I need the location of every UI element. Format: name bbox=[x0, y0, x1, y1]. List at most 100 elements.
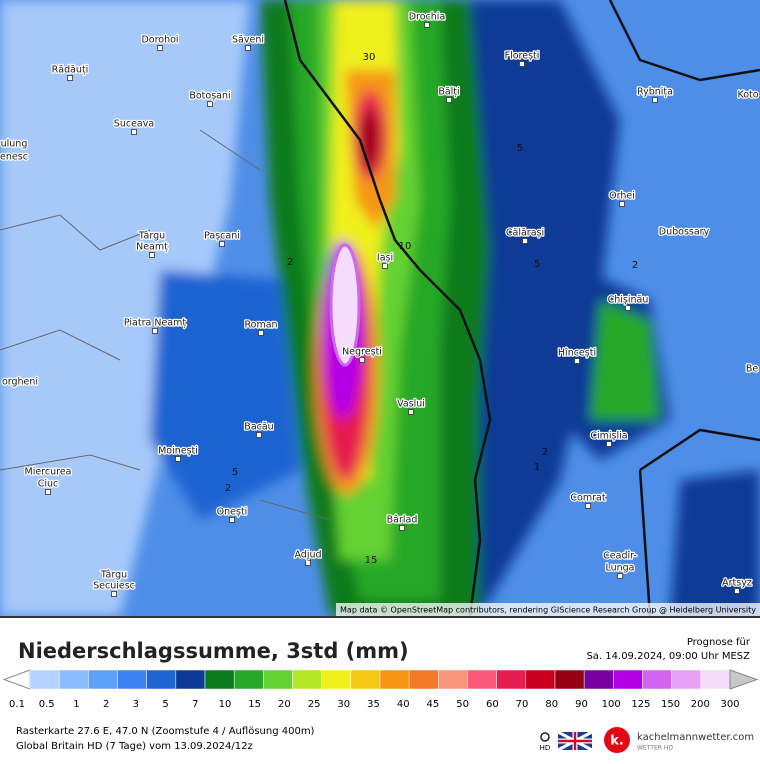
contour-label: 1 bbox=[534, 462, 540, 473]
city-marker bbox=[149, 252, 155, 258]
legend-swatch bbox=[146, 669, 177, 690]
city-label: Ciuc bbox=[38, 479, 59, 490]
city-marker bbox=[152, 328, 158, 334]
legend-label: 7 bbox=[192, 699, 198, 710]
forecast-label: Prognose für bbox=[687, 637, 751, 648]
legend-label: 0.5 bbox=[39, 699, 55, 710]
search-icon[interactable] bbox=[540, 732, 550, 742]
city-label: Piatra Neamț bbox=[124, 318, 186, 329]
legend-swatch bbox=[408, 669, 439, 690]
legend-label: 40 bbox=[397, 699, 410, 710]
city-label: Iași bbox=[377, 253, 393, 264]
footer-line: Global Britain HD (7 Tage) vom 13.09.202… bbox=[16, 741, 253, 752]
city-label: Târgu bbox=[138, 231, 165, 242]
city-marker bbox=[585, 503, 591, 509]
legend-swatch bbox=[671, 669, 702, 690]
legend-swatch bbox=[321, 669, 352, 690]
city-label: enesc bbox=[0, 152, 28, 163]
legend-label: 25 bbox=[308, 699, 321, 710]
city-label: Pașcani bbox=[204, 231, 240, 242]
legend-label: 125 bbox=[631, 699, 650, 710]
city-marker bbox=[359, 357, 365, 363]
city-marker bbox=[175, 456, 181, 462]
city-label: Vaslui bbox=[397, 399, 425, 410]
legend-label: 20 bbox=[278, 699, 291, 710]
logo-k: k. bbox=[610, 734, 624, 749]
legend-swatch bbox=[467, 669, 497, 690]
legend-swatch bbox=[379, 669, 410, 690]
contour-label: 5 bbox=[232, 467, 238, 478]
city-label: Rybnița bbox=[637, 87, 673, 98]
city-marker bbox=[619, 201, 625, 207]
city-label: Cimișlia bbox=[590, 431, 627, 442]
city-label: Adjud bbox=[294, 550, 321, 561]
city-label: Rădăuți bbox=[52, 65, 89, 76]
city-label: Negrești bbox=[342, 347, 382, 358]
city-label: Hîncești bbox=[558, 348, 596, 359]
city-label: Comrat bbox=[570, 493, 605, 504]
city-label: Be bbox=[746, 364, 759, 375]
legend-label: 100 bbox=[602, 699, 621, 710]
city-marker bbox=[256, 432, 262, 438]
city-label: Călărași bbox=[506, 228, 544, 239]
legend-label: 60 bbox=[486, 699, 499, 710]
city-label: Suceava bbox=[114, 119, 154, 130]
legend-swatch bbox=[263, 669, 293, 690]
legend-label: 5 bbox=[162, 699, 168, 710]
contour-label: 15 bbox=[365, 555, 378, 566]
city-marker bbox=[652, 97, 658, 103]
city-marker bbox=[131, 129, 137, 135]
city-label: Săveni bbox=[232, 35, 264, 46]
uk-flag[interactable] bbox=[557, 730, 593, 752]
city-label: Koto bbox=[737, 90, 758, 101]
city-label: Dorohoi bbox=[141, 35, 178, 46]
city-marker bbox=[229, 517, 235, 523]
city-marker bbox=[625, 305, 631, 311]
city-label: Botoșani bbox=[189, 91, 230, 102]
city-marker bbox=[408, 409, 414, 415]
legend-label: 10 bbox=[219, 699, 232, 710]
attribution-bg bbox=[336, 603, 760, 616]
city-marker bbox=[245, 45, 251, 51]
city-label: Miercurea bbox=[25, 467, 72, 478]
city-marker bbox=[382, 263, 388, 269]
contour-label: 5 bbox=[517, 143, 523, 154]
legend-swatch bbox=[583, 669, 614, 690]
footer-line: Rasterkarte 27.6 E, 47.0 N (Zoomstufe 4 … bbox=[16, 726, 315, 737]
attribution: Map data © OpenStreetMap contributors, r… bbox=[340, 606, 756, 615]
legend-label: 30 bbox=[337, 699, 350, 710]
city-marker bbox=[399, 525, 405, 531]
legend-swatch bbox=[350, 669, 381, 690]
city-marker bbox=[574, 358, 580, 364]
city-label: Bârlad bbox=[387, 515, 418, 526]
city-marker bbox=[522, 238, 528, 244]
legend-label: 35 bbox=[367, 699, 380, 710]
city-marker bbox=[207, 101, 213, 107]
city-label: Drochia bbox=[409, 12, 446, 23]
legend-label: 80 bbox=[545, 699, 558, 710]
legend-swatch bbox=[58, 669, 89, 690]
city-marker bbox=[258, 330, 264, 336]
legend-swatch bbox=[700, 669, 731, 690]
city-marker bbox=[111, 591, 117, 597]
city-marker bbox=[519, 61, 525, 67]
contour-label: 5 bbox=[534, 259, 540, 270]
legend-label: 3 bbox=[133, 699, 139, 710]
city-label: Secuiesc bbox=[93, 581, 135, 592]
legend-swatch bbox=[88, 669, 118, 690]
city-label: Onești bbox=[217, 507, 248, 518]
hd-label[interactable]: HD bbox=[540, 744, 551, 752]
city-marker bbox=[219, 241, 225, 247]
city-label: Lunga bbox=[605, 563, 634, 574]
contour-label: 2 bbox=[287, 257, 293, 268]
contour-label: 2 bbox=[542, 447, 548, 458]
brand: kachelmannwetter.com bbox=[637, 732, 754, 743]
legend-arrow-low bbox=[2, 669, 31, 690]
legend-swatch bbox=[175, 669, 206, 690]
city-label: Artsyz bbox=[722, 578, 752, 589]
city-marker bbox=[67, 75, 73, 81]
legend-swatch bbox=[554, 669, 585, 690]
legend-swatch bbox=[29, 669, 60, 690]
city-marker bbox=[157, 45, 163, 51]
legend-label: 1 bbox=[73, 699, 79, 710]
